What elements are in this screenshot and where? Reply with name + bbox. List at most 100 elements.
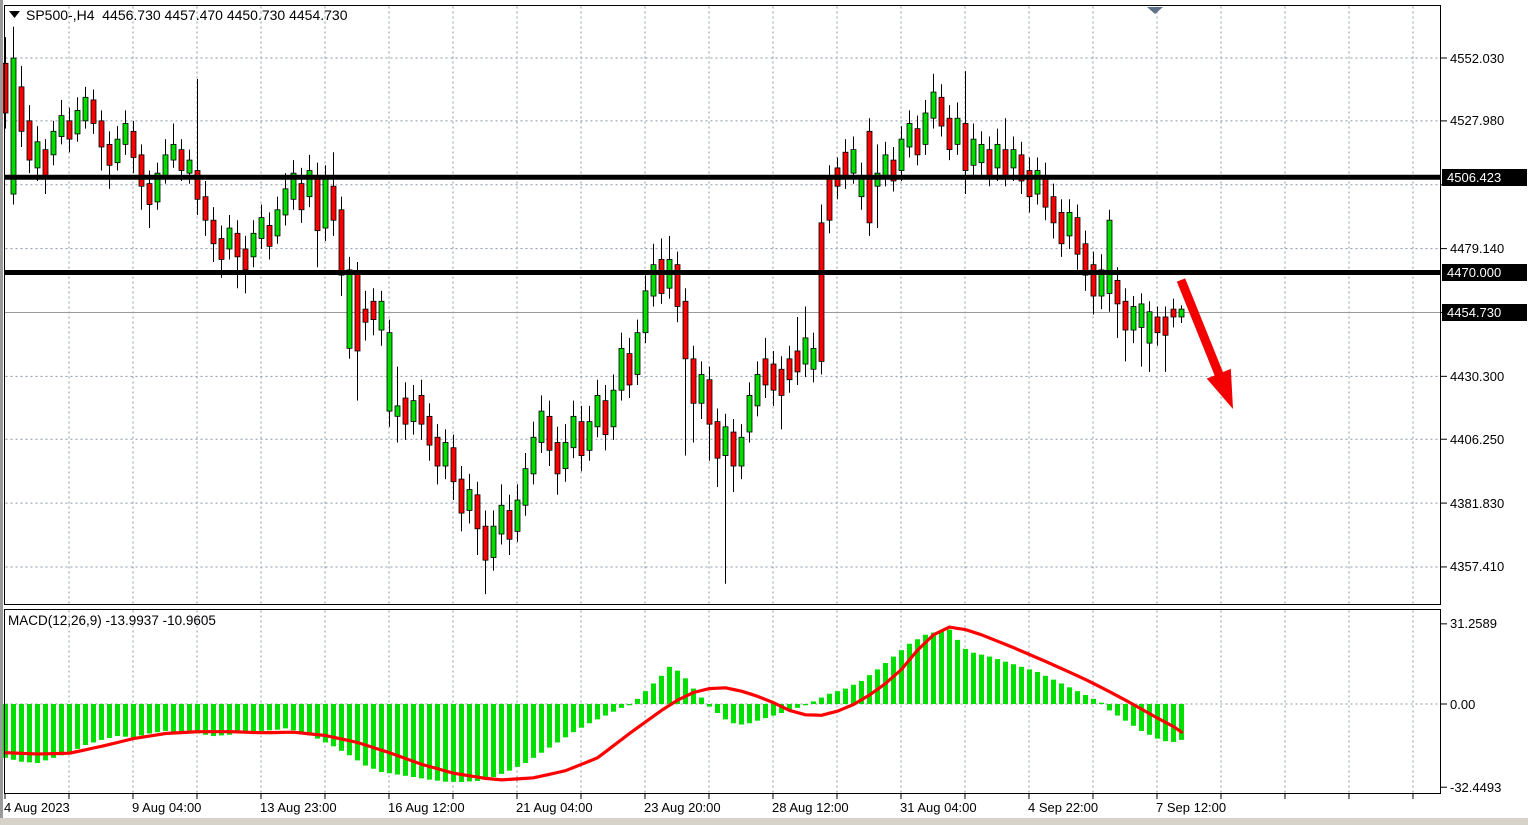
arrow-head [1206, 368, 1233, 409]
candle-body [26, 120, 33, 161]
macd-histogram-bar [563, 704, 568, 738]
candle-body [58, 115, 65, 137]
time-axis-label: 4 Aug 2023 [4, 800, 70, 815]
macd-histogram-bar [963, 648, 968, 704]
candle-body [1114, 279, 1121, 305]
macd-histogram-bar [91, 704, 96, 743]
candle-body [530, 436, 537, 475]
candle-body [962, 123, 969, 171]
macd-histogram-bar [851, 684, 856, 704]
macd-histogram-bar [1179, 704, 1184, 740]
macd-histogram-bar [755, 704, 760, 721]
candle-body [682, 300, 689, 360]
macd-histogram-bar [371, 704, 376, 769]
candle-body [290, 172, 297, 200]
candle-body [1034, 170, 1041, 195]
macd-histogram-bar [595, 704, 600, 720]
candle-body [74, 109, 81, 135]
candle-body [410, 400, 417, 422]
macd-histogram-bar [411, 704, 416, 778]
macd-histogram-bar [451, 704, 456, 782]
candle-body [458, 478, 465, 514]
macd-histogram-bar [1059, 683, 1064, 704]
price-axis-label: 4381.830 [1450, 495, 1505, 511]
macd-histogram-bar [155, 704, 160, 733]
arrow-shaft[interactable] [1176, 278, 1226, 382]
price-tag: 4454.730 [1442, 303, 1527, 321]
candle-body [194, 170, 201, 200]
macd-histogram-bar [3, 704, 8, 758]
time-axis-label: 13 Aug 23:00 [260, 800, 337, 815]
candle-body [522, 468, 529, 506]
candle-body [1074, 217, 1081, 255]
macd-histogram-bar [179, 704, 184, 733]
candle-body [570, 415, 577, 449]
candle-body [34, 141, 41, 169]
candle-body [746, 395, 753, 433]
time-axis-label: 28 Aug 12:00 [772, 800, 849, 815]
panel-borders [4, 5, 1441, 794]
macd-histogram-bar [315, 704, 320, 739]
candle-body [474, 494, 481, 530]
macd-histogram-bar [283, 704, 288, 729]
candle-body [306, 170, 313, 198]
candle-body [898, 138, 905, 171]
macd-histogram-bar [1131, 704, 1136, 726]
candle-body [1082, 243, 1089, 276]
macd-histogram-bar [683, 678, 688, 704]
candle-body [786, 358, 793, 381]
symbol-dropdown-icon[interactable] [9, 11, 20, 18]
macd-histogram-bar [491, 704, 496, 778]
candle-body [762, 358, 769, 386]
macd-histogram-bar [211, 704, 216, 737]
macd-histogram-bar [523, 704, 528, 763]
macd-histogram-bar [619, 704, 624, 708]
macd-histogram-bar [387, 704, 392, 774]
candle-body [1090, 264, 1097, 297]
macd-histogram-bar [1107, 704, 1112, 711]
macd-histogram-bar [987, 656, 992, 704]
candle-body [1058, 211, 1065, 245]
candle-body [498, 504, 505, 535]
macd-histogram-bar [243, 704, 248, 733]
macd-histogram-bar [763, 704, 768, 719]
macd-histogram-bar [427, 704, 432, 780]
candle-body [754, 374, 761, 407]
macd-histogram-bar [875, 669, 880, 704]
macd-histogram-bar [43, 704, 48, 761]
macd-histogram-bar [995, 659, 1000, 704]
macd-histogram-bar [355, 704, 360, 761]
candle-body [850, 149, 857, 174]
macd-histogram-bar [555, 704, 560, 743]
candle-body [282, 188, 289, 216]
price-axis-label: 4406.250 [1450, 431, 1505, 447]
candle-body [578, 421, 585, 456]
candle-body [234, 232, 241, 258]
candle-body [586, 421, 593, 451]
candle-body [162, 154, 169, 177]
symbol-ohlc-readout: SP500-,H4 4456.730 4457.470 4450.730 445… [26, 7, 348, 23]
candle-body [298, 183, 305, 211]
candle-body [890, 159, 897, 182]
candle-body [794, 350, 801, 373]
candle-body [1178, 308, 1185, 318]
candle-body [514, 499, 521, 532]
macd-histogram-bar [803, 704, 808, 706]
candle-body [90, 99, 97, 124]
macd-histogram-bar [1075, 691, 1080, 704]
candle-body [490, 525, 497, 558]
red-down-arrow-annotation[interactable] [1176, 278, 1233, 409]
candle-body [658, 259, 665, 294]
time-axis-label: 4 Sep 22:00 [1028, 800, 1099, 815]
horizontal-support-resistance-lines[interactable] [4, 174, 1441, 276]
candle-body [634, 332, 641, 375]
candle-body [122, 123, 129, 145]
macd-histogram-bar [307, 704, 312, 736]
time-axis-label: 7 Sep 12:00 [1156, 800, 1227, 815]
macd-histogram-bar [195, 704, 200, 734]
macd-histogram-bar [459, 704, 464, 782]
candle-body [130, 130, 137, 158]
candle-body [466, 489, 473, 511]
